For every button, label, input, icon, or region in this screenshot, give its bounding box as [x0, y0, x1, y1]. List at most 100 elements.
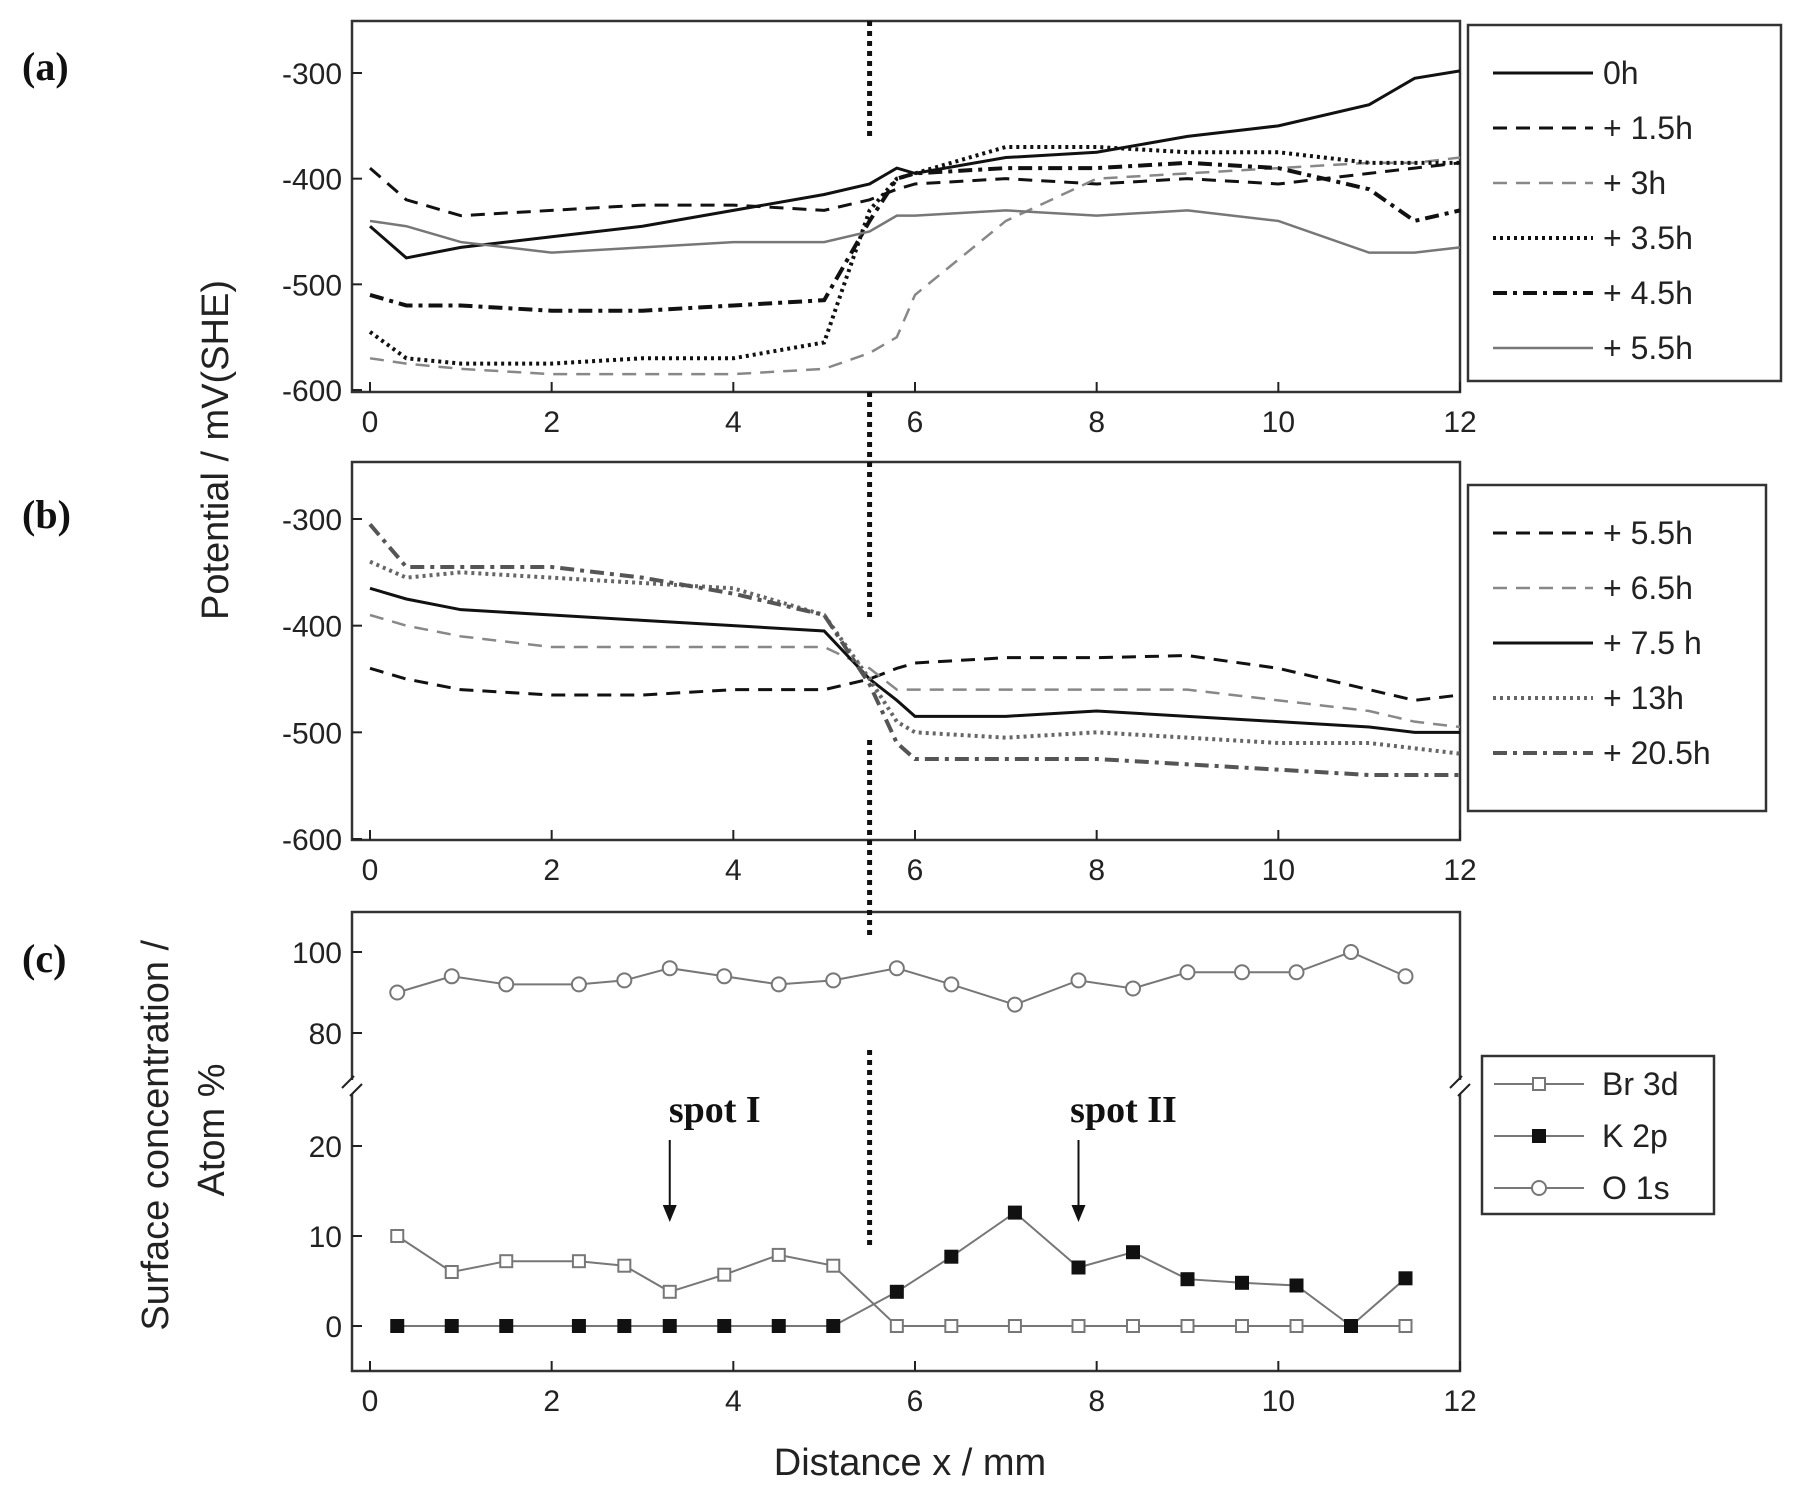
annotation-arrowhead	[1071, 1205, 1086, 1222]
x-tick-label-b: 8	[1088, 854, 1105, 887]
data-point-K2p	[1180, 1272, 1195, 1287]
data-point-O1s	[661, 960, 678, 977]
series-line-4.5h	[369, 160, 1461, 313]
data-point-Br3d	[662, 1284, 677, 1299]
data-point-O1s	[616, 972, 633, 989]
panel-label-c: (c)	[22, 936, 66, 981]
data-point-K2p	[1398, 1271, 1413, 1286]
annotation-label: spot II	[1070, 1089, 1177, 1131]
x-axis-label: Distance x / mm	[774, 1442, 1046, 1484]
series-line-0h	[369, 69, 1461, 260]
data-point-Br3d	[889, 1319, 904, 1333]
legend-marker	[1532, 1129, 1546, 1143]
data-point-K2p	[944, 1249, 959, 1264]
data-point-Br3d	[617, 1258, 632, 1273]
series-line-3h	[369, 156, 1461, 376]
series-line-Br3d	[396, 1235, 1406, 1327]
panel-label-b: (b)	[22, 492, 71, 537]
data-point-O1s	[1234, 964, 1250, 981]
data-point-O1s	[1397, 968, 1414, 985]
axis-break-mark	[349, 1083, 363, 1097]
legend-label: + 1.5h	[1603, 110, 1693, 146]
data-point-K2p	[1126, 1245, 1140, 1260]
series-line-K2p	[397, 1211, 1407, 1328]
y-axis-label-concentration: Surface concentration / Atom %	[135, 929, 233, 1330]
x-tick-label-a: 8	[1088, 406, 1105, 439]
y-tick-label-b: -500	[282, 717, 342, 750]
data-point-K2p	[1289, 1278, 1304, 1293]
x-tick-label-c: 0	[362, 1385, 379, 1418]
data-point-Br3d	[1235, 1319, 1249, 1333]
x-tick-label-a: 4	[725, 406, 742, 439]
data-point-O1s	[1179, 964, 1196, 981]
series-line-5.5h	[369, 654, 1461, 702]
data-point-K2p	[771, 1319, 786, 1333]
plot-frame-c	[350, 910, 1462, 1373]
data-point-K2p	[390, 1319, 405, 1333]
data-point-Br3d	[1180, 1319, 1195, 1333]
data-point-O1s	[825, 972, 842, 989]
legend-label: + 5.5h	[1603, 515, 1693, 551]
data-point-K2p	[1007, 1205, 1022, 1220]
data-point-Br3d	[390, 1229, 405, 1243]
x-tick-label-c: 12	[1443, 1385, 1476, 1418]
data-point-Br3d	[1007, 1319, 1022, 1333]
legend-label: 0h	[1603, 55, 1639, 91]
data-point-K2p	[617, 1319, 632, 1333]
series-line-20.5h	[368, 523, 1460, 777]
legend-box-b	[1466, 483, 1768, 813]
x-tick-label-c: 6	[907, 1385, 924, 1418]
x-tick-label-c: 4	[725, 1385, 742, 1418]
annotation-label: spot I	[669, 1089, 761, 1131]
legend-label: + 6.5h	[1603, 570, 1693, 606]
x-tick-label-c: 10	[1262, 1385, 1295, 1418]
y-tick-label-b: -400	[282, 611, 342, 644]
series-line-O1s	[396, 950, 1406, 1006]
series-line-7.5h	[369, 586, 1460, 734]
legend-label: O 1s	[1602, 1170, 1670, 1206]
data-point-K2p	[571, 1319, 586, 1333]
data-point-O1s	[943, 976, 960, 993]
data-point-O1s	[716, 968, 733, 985]
x-tick-label-a: 0	[362, 406, 379, 439]
y-tick-label-c: 10	[309, 1221, 342, 1254]
data-point-K2p	[444, 1319, 459, 1333]
data-point-Br3d	[1126, 1319, 1140, 1333]
legend-marker	[1531, 1180, 1547, 1196]
x-tick-label-b: 6	[907, 854, 924, 887]
axis-break-mark	[1457, 1083, 1471, 1097]
axis-break-mark	[341, 1075, 355, 1089]
y-tick-label-c: 20	[309, 1131, 342, 1164]
y-tick-label-b: -600	[282, 824, 342, 857]
y-tick-label-b: -300	[282, 504, 342, 537]
x-tick-label-a: 12	[1443, 406, 1476, 439]
legend-box-a	[1466, 23, 1783, 383]
series-line-1.5h	[369, 161, 1461, 218]
data-point-O1s	[389, 984, 406, 1001]
data-point-K2p	[1344, 1319, 1358, 1333]
data-point-O1s	[498, 976, 515, 993]
series-line-13h	[369, 559, 1461, 756]
data-point-Br3d	[1071, 1319, 1086, 1333]
legend-label: + 5.5h	[1603, 330, 1693, 366]
x-tick-label-c: 8	[1088, 1385, 1105, 1418]
x-tick-label-c: 2	[543, 1385, 560, 1418]
series-line-6.5h	[369, 613, 1461, 729]
data-point-O1s	[1070, 972, 1087, 989]
legend-label: + 3.5h	[1603, 220, 1693, 256]
legend-label: + 13h	[1603, 680, 1684, 716]
data-point-O1s	[770, 976, 787, 993]
y-axis-label-line2: Atom %	[191, 1063, 233, 1196]
legend-marker	[1532, 1077, 1546, 1091]
x-tick-label-a: 10	[1262, 406, 1295, 439]
legend-label: + 4.5h	[1603, 275, 1693, 311]
data-point-Br3d	[444, 1265, 459, 1279]
legend-label: K 2p	[1602, 1118, 1668, 1154]
x-tick-label-b: 12	[1443, 854, 1476, 887]
data-point-O1s	[1006, 996, 1023, 1013]
y-axis-label-potential: Potential / mV(SHE)	[195, 280, 237, 620]
x-tick-label-b: 0	[362, 854, 379, 887]
data-point-O1s	[888, 960, 905, 977]
x-tick-label-b: 10	[1262, 854, 1295, 887]
